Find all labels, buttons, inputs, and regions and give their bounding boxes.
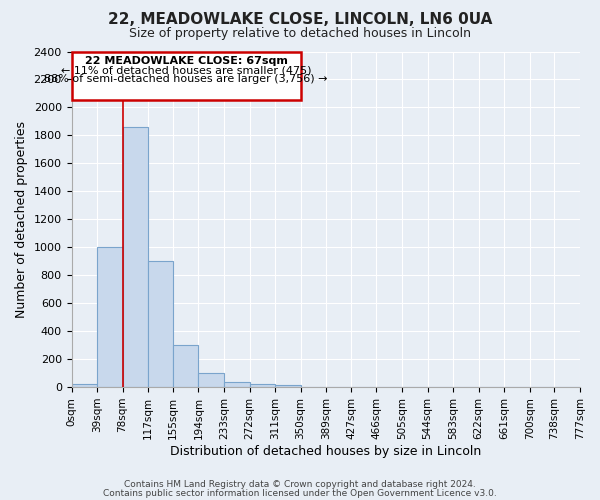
Bar — [250, 384, 275, 387]
Text: ← 11% of detached houses are smaller (475): ← 11% of detached houses are smaller (47… — [61, 66, 311, 76]
Bar — [224, 382, 250, 387]
Text: Size of property relative to detached houses in Lincoln: Size of property relative to detached ho… — [129, 28, 471, 40]
Bar — [199, 373, 224, 387]
Y-axis label: Number of detached properties: Number of detached properties — [15, 121, 28, 318]
Bar — [173, 345, 199, 387]
Text: Contains HM Land Registry data © Crown copyright and database right 2024.: Contains HM Land Registry data © Crown c… — [124, 480, 476, 489]
Bar — [275, 385, 301, 387]
Text: 22, MEADOWLAKE CLOSE, LINCOLN, LN6 0UA: 22, MEADOWLAKE CLOSE, LINCOLN, LN6 0UA — [108, 12, 492, 28]
X-axis label: Distribution of detached houses by size in Lincoln: Distribution of detached houses by size … — [170, 444, 481, 458]
Bar — [71, 384, 97, 387]
Text: 88% of semi-detached houses are larger (3,756) →: 88% of semi-detached houses are larger (… — [44, 74, 328, 84]
Text: Contains public sector information licensed under the Open Government Licence v3: Contains public sector information licen… — [103, 488, 497, 498]
Bar — [122, 127, 148, 387]
Bar — [71, 52, 301, 100]
Bar — [148, 261, 173, 387]
Bar — [97, 248, 122, 387]
Text: 22 MEADOWLAKE CLOSE: 67sqm: 22 MEADOWLAKE CLOSE: 67sqm — [85, 56, 287, 66]
